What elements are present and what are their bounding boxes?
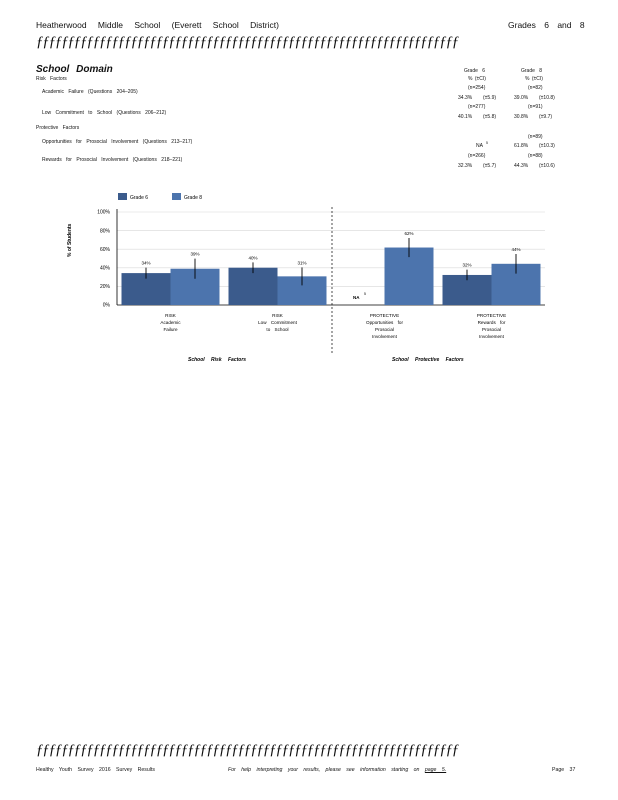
category-label: Involvement xyxy=(479,334,504,339)
row3-v8: 44.3% xyxy=(514,163,529,169)
na-note: 5 xyxy=(364,292,366,296)
row0-label: Academic Failure (Questions 204–205) xyxy=(42,89,138,95)
y-tick-label: 100% xyxy=(97,210,110,216)
row2-n8: (n=89) xyxy=(528,134,543,140)
category-label: Opportunities for xyxy=(366,320,403,325)
row3-ci8: (±10.6) xyxy=(539,163,555,169)
footer-help-text: For help interpreting your results, plea… xyxy=(228,767,446,773)
row3-label: Rewards for Prosocial Involvement (Quest… xyxy=(42,157,183,163)
category-label: Prosocial xyxy=(482,327,501,332)
row3-n8: (n=88) xyxy=(528,153,543,159)
row1-n6: (n=277) xyxy=(468,104,486,110)
y-tick-label: 80% xyxy=(100,228,111,234)
row1-v8: 30.8% xyxy=(514,114,529,120)
row2-v6-note: 5 xyxy=(486,141,488,145)
y-axis-label: % of Students xyxy=(67,223,73,257)
row1-ci8: (±9.7) xyxy=(539,114,553,120)
bar-value-label: 44% xyxy=(511,247,520,252)
bar-value-label: 31% xyxy=(297,260,306,265)
bar-value-label: 34% xyxy=(141,261,150,266)
bar-value-label: 32% xyxy=(462,263,471,268)
legend-label-grade8: Grade 8 xyxy=(184,195,202,201)
category-label: Rewards for xyxy=(478,320,506,325)
footer-help-sentence: For help interpreting your results, plea… xyxy=(228,767,420,773)
category-label: Academic xyxy=(160,320,181,325)
row0-ci6: (±5.9) xyxy=(483,95,497,101)
category-label: Low Commitment xyxy=(258,320,297,325)
col-sub8: % (±CI) xyxy=(525,76,543,82)
group-label-risk: School Risk Factors xyxy=(188,357,246,363)
row0-n8: (n=82) xyxy=(528,85,543,91)
col-grade6: Grade 6 xyxy=(464,68,486,74)
row0-v6: 34.3% xyxy=(458,95,473,101)
category-label: Failure xyxy=(163,327,177,332)
row0-ci8: (±10.8) xyxy=(539,95,555,101)
legend-swatch-grade6 xyxy=(118,193,127,200)
category-label: RISK xyxy=(272,313,284,318)
header-rule: ƒƒƒƒƒƒƒƒƒƒƒƒƒƒƒƒƒƒƒƒƒƒƒƒƒƒƒƒƒƒƒƒƒƒƒƒƒƒƒƒ… xyxy=(36,34,459,50)
y-tick-label: 20% xyxy=(100,284,111,290)
footer-rule: ƒƒƒƒƒƒƒƒƒƒƒƒƒƒƒƒƒƒƒƒƒƒƒƒƒƒƒƒƒƒƒƒƒƒƒƒƒƒƒƒ… xyxy=(36,742,459,758)
row1-ci6: (±5.8) xyxy=(483,114,497,120)
row3-n6: (n=266) xyxy=(468,153,486,159)
category-label: to School xyxy=(266,327,288,332)
legend-swatch-grade8 xyxy=(172,193,181,200)
category-label: Prosocial xyxy=(375,327,394,332)
row3-v6: 32.3% xyxy=(458,163,473,169)
y-tick-label: 60% xyxy=(100,247,111,253)
header-grades: Grades 6 and 8 xyxy=(508,20,585,30)
row3-ci6: (±5.7) xyxy=(483,163,497,169)
bar-grade6-1 xyxy=(228,267,278,305)
footer-page-number: Page 37 xyxy=(552,767,576,773)
bar-value-label: 62% xyxy=(404,231,413,236)
row1-label: Low Commitment to School (Questions 206–… xyxy=(42,110,167,116)
risk-heading: Risk Factors xyxy=(36,76,67,82)
footer-survey-title: Healthy Youth Survey 2016 Survey Results xyxy=(36,767,155,773)
y-axis-ticks: 0% 20% 40% 60% 80% 100% xyxy=(97,210,110,309)
y-tick-label: 40% xyxy=(100,266,111,272)
row2-v6: NA xyxy=(476,143,483,149)
row0-v8: 39.0% xyxy=(514,95,529,101)
row2-v8: 61.8% xyxy=(514,143,529,149)
bar-value-label: 40% xyxy=(248,255,257,260)
col-sub6: % (±CI) xyxy=(468,76,486,82)
col-grade8: Grade 8 xyxy=(521,68,543,74)
bar-value-label: 39% xyxy=(190,252,199,257)
na-label: NA xyxy=(353,295,360,300)
header-school-name: Heatherwood Middle School (Everett Schoo… xyxy=(36,20,279,30)
category-label: PROTECTIVE xyxy=(370,313,399,318)
row1-n8: (n=91) xyxy=(528,104,543,110)
row2-ci8: (±10.3) xyxy=(539,143,555,149)
section-title: School Domain xyxy=(36,64,113,75)
category-label: PROTECTIVE xyxy=(477,313,506,318)
row1-v6: 40.1% xyxy=(458,114,473,120)
y-tick-label: 0% xyxy=(103,303,111,309)
category-label: Involvement xyxy=(372,334,397,339)
footer-page-link[interactable]: page 5. xyxy=(424,767,447,773)
row0-n6: (n=254) xyxy=(468,85,486,91)
category-label: RISK xyxy=(165,313,177,318)
legend-label-grade6: Grade 6 xyxy=(130,195,148,201)
bar-chart: Grade 6 Grade 8 % of Students 0% 20% 40% 60… xyxy=(67,193,545,363)
group-label-protective: School Protective Factors xyxy=(392,357,464,363)
protective-heading: Protective Factors xyxy=(36,125,80,131)
row2-label: Opportunities for Prosocial Involvement … xyxy=(42,139,193,145)
bar-grade8-2 xyxy=(384,247,434,305)
